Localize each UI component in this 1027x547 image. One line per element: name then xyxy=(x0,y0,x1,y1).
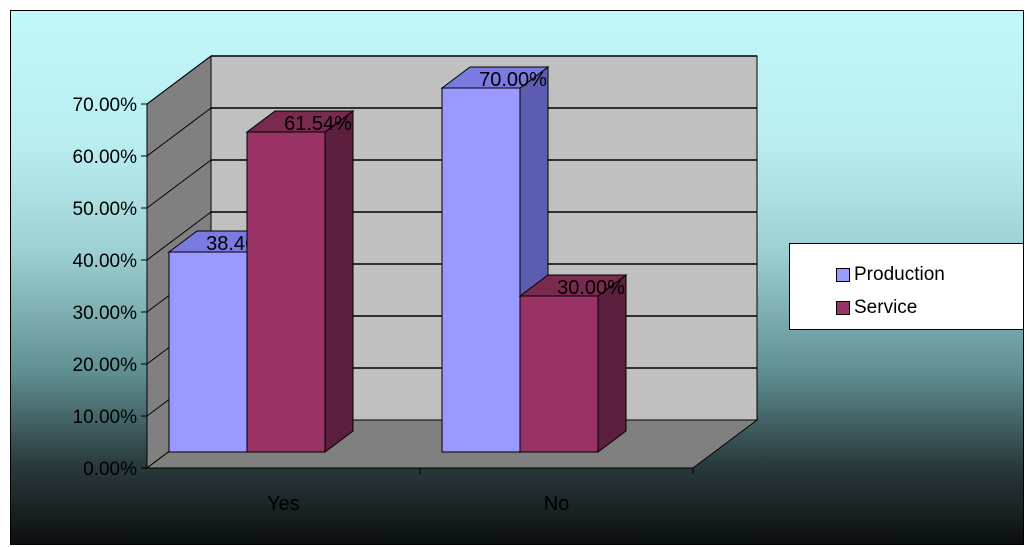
y-tick-label: 50.00% xyxy=(73,199,138,220)
legend-label-service: Service xyxy=(854,297,918,318)
y-tick-label: 40.00% xyxy=(73,251,138,272)
legend-item-production: Production xyxy=(836,264,945,286)
legend-item-service: Service xyxy=(836,297,917,319)
data-label-production-no: 70.00% xyxy=(479,69,547,91)
y-tick-label: 10.00% xyxy=(73,407,138,428)
bar-service-no-side xyxy=(597,274,627,453)
gridline-side xyxy=(146,55,212,105)
y-tick-label: 0.00% xyxy=(83,459,137,480)
chart-frame: 0.00% 10.00% 20.00% 30.00% 40.00% 50.00% 60.00… xyxy=(10,10,1024,545)
gridline-side xyxy=(146,211,212,261)
bar-production-yes xyxy=(168,251,248,453)
gridline-side xyxy=(146,107,212,157)
data-label-service-yes: 61.54% xyxy=(284,113,352,135)
legend: Production Service xyxy=(789,243,1023,330)
legend-swatch-production xyxy=(836,268,850,282)
bar-service-yes-top xyxy=(245,110,355,133)
bar-service-yes xyxy=(246,131,326,453)
chart-plot: 0.00% 10.00% 20.00% 30.00% 40.00% 50.00% 60.00… xyxy=(73,55,759,515)
x-tick-label: Yes xyxy=(267,493,300,515)
y-tick-label: 20.00% xyxy=(73,355,138,376)
bar-service-yes-side xyxy=(324,109,354,453)
gridline-side xyxy=(146,159,212,209)
bar-production-no-top xyxy=(440,66,550,89)
data-label-service-no: 30.00% xyxy=(557,277,625,299)
legend-label-production: Production xyxy=(854,264,945,285)
x-tick-label: No xyxy=(544,493,570,515)
y-tick-label: 60.00% xyxy=(73,147,138,168)
legend-swatch-service xyxy=(836,301,850,315)
bar-service-no-top xyxy=(518,274,628,297)
bar-production-no xyxy=(441,87,521,453)
bar-service-no xyxy=(519,295,599,453)
y-tick-label: 30.00% xyxy=(73,303,138,324)
y-tick-label: 70.00% xyxy=(73,95,138,116)
